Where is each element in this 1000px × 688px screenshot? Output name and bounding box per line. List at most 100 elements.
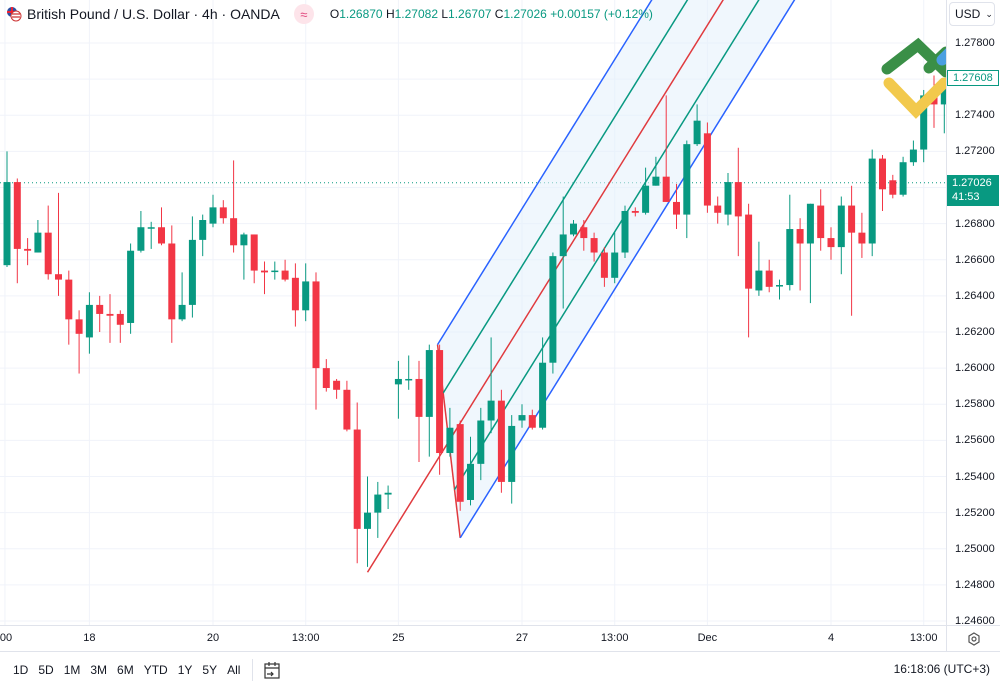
range-button-1y[interactable]: 1Y (177, 663, 193, 677)
range-button-all[interactable]: All (227, 663, 241, 677)
time-tick: 27 (515, 632, 529, 644)
candle-body (827, 238, 835, 248)
low-value: 1.26707 (448, 7, 492, 21)
price-tick: 1.26800 (955, 217, 995, 230)
pitchfork-drawing[interactable] (366, 0, 947, 573)
candle (776, 279, 783, 300)
chevron-down-icon: ⌄ (985, 8, 993, 19)
range-button-ytd[interactable]: YTD (143, 663, 168, 677)
range-button-5y[interactable]: 5Y (202, 663, 218, 677)
candle-body (837, 205, 845, 248)
candle-body (384, 492, 392, 495)
chart-legend: British Pound / U.S. Dollar · 4h · OANDA… (6, 4, 653, 24)
candle-body (312, 281, 320, 369)
candle (600, 247, 608, 287)
candle-body (394, 378, 402, 385)
candle-body (85, 304, 93, 338)
calendar-goto-icon[interactable] (263, 660, 281, 680)
ohlc-values: O1.26870 H1.27082 L1.26707 C1.27026 +0.0… (330, 7, 653, 21)
gear-icon (968, 631, 980, 646)
open-value: 1.26870 (339, 7, 383, 21)
candle-body (322, 368, 330, 388)
pitchfork-median-line[interactable] (366, 0, 938, 573)
price-tick: 1.25800 (955, 398, 995, 411)
candle (714, 196, 722, 224)
candle (467, 436, 474, 506)
candle-body (106, 313, 114, 316)
candle-body (127, 250, 135, 323)
low-label: L (441, 7, 449, 21)
currency-dropdown[interactable]: USD ⌄ (949, 2, 995, 26)
candle-body (261, 270, 268, 273)
data-mode-badge[interactable]: ≈ (293, 4, 314, 24)
candle (806, 203, 814, 304)
candle (755, 241, 763, 296)
time-tick: 25 (392, 632, 405, 644)
high-label: H (385, 7, 395, 21)
axis-settings-button[interactable] (946, 625, 1000, 651)
candle (889, 174, 897, 199)
high-value: 1.27082 (394, 7, 439, 21)
candle (322, 359, 330, 392)
candle-body (199, 220, 207, 240)
time-tick: 18 (83, 632, 96, 644)
candle-body (467, 463, 474, 500)
candle-body (178, 304, 186, 320)
range-button-3m[interactable]: 3M (90, 663, 108, 677)
candle-body (291, 277, 299, 311)
candle (559, 196, 567, 309)
candle (374, 481, 382, 538)
candle-body (642, 185, 650, 213)
time-tick: 00 (0, 632, 13, 644)
price-tick: 1.24800 (955, 578, 995, 591)
brand-logo (881, 37, 946, 119)
pitchfork-upper-inner-line[interactable] (442, 0, 931, 394)
candle-body (364, 512, 371, 529)
candle (652, 156, 660, 186)
candle (291, 263, 299, 327)
price-tick: 1.27400 (955, 109, 995, 122)
range-button-6m[interactable]: 6M (117, 663, 134, 677)
pitchfork-lower-inner-line[interactable] (453, 0, 943, 490)
candle-body (889, 180, 897, 195)
candle (405, 355, 413, 390)
candle-body (353, 429, 361, 529)
candle (508, 415, 516, 504)
candle-body (621, 210, 629, 253)
candle (621, 205, 629, 258)
clock-timezone[interactable]: 16:18:06 (UTC+3) (893, 662, 990, 676)
candles (3, 75, 946, 567)
price-tick: 1.27800 (955, 37, 995, 49)
candle (240, 232, 248, 280)
candle-body (549, 256, 557, 363)
candle-body (600, 252, 608, 278)
price-tick: 1.25200 (955, 506, 995, 519)
symbol-title[interactable]: British Pound / U.S. Dollar · 4h · OANDA (27, 6, 280, 22)
time-axis[interactable]: 00 18 20 13:00 25 27 13:00 Dec 4 13:00 (0, 625, 946, 651)
candle (909, 140, 917, 166)
candle (85, 292, 93, 354)
candle (817, 189, 825, 251)
pitchfork-upper-line[interactable] (436, 0, 926, 346)
candle (497, 389, 505, 493)
range-button-5d[interactable]: 5D (38, 663, 54, 677)
candle (158, 207, 165, 246)
range-button-1d[interactable]: 1D (13, 663, 29, 677)
candle (724, 173, 732, 226)
candle (642, 167, 650, 215)
candle (106, 294, 114, 343)
last-price-label: 1.27026 41:53 (947, 175, 999, 206)
price-axis[interactable]: 1.27800 1.27400 1.27200 1.26800 1.26600 1.264… (946, 0, 1000, 627)
candle-body (817, 205, 825, 239)
time-tick: Dec (697, 632, 718, 644)
range-button-1m[interactable]: 1M (63, 663, 81, 677)
candle-body (508, 425, 516, 482)
candle (734, 147, 742, 257)
candle (168, 225, 176, 343)
candle (683, 140, 691, 239)
candle (436, 344, 444, 475)
candle-body (652, 176, 660, 186)
price-chart[interactable] (0, 0, 946, 625)
candle (34, 220, 42, 253)
candle-body (168, 243, 176, 320)
